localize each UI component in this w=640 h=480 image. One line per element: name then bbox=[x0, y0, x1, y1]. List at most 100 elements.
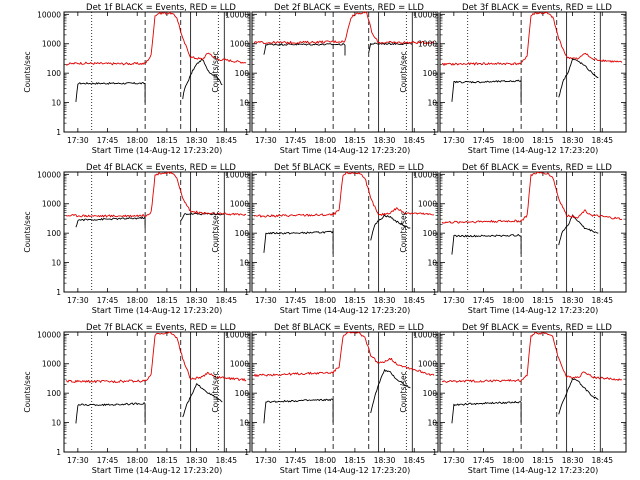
series-lld-line-2 bbox=[65, 171, 247, 218]
y-tick-label: 10 bbox=[51, 419, 61, 428]
series-events-line-0 bbox=[263, 230, 334, 254]
x-axis-label: Start Time (14-Aug-12 17:23:20) bbox=[468, 306, 599, 315]
series-events-line-0 bbox=[75, 82, 146, 103]
plot-frame bbox=[251, 11, 439, 133]
x-tick-label: 18:30 bbox=[186, 136, 208, 145]
y-tick-label: 100 bbox=[235, 69, 250, 78]
plot-frame bbox=[439, 171, 627, 293]
x-tick-label: 17:45 bbox=[97, 296, 119, 305]
y-axis-label: Counts/sec bbox=[399, 51, 408, 92]
x-tick-label: 17:30 bbox=[255, 136, 277, 145]
series-events-line-1 bbox=[558, 377, 599, 415]
x-tick-label: 18:15 bbox=[344, 456, 366, 465]
x-tick-label: 17:45 bbox=[473, 136, 495, 145]
panel-1: Det 1f BLACK = Events, RED = LLD 17:30 17:… bbox=[23, 3, 251, 155]
y-tick-label: 1 bbox=[56, 448, 61, 457]
y-tick-label: 100 bbox=[423, 389, 438, 398]
y-tick-label: 10000 bbox=[413, 170, 437, 179]
x-tick-label: 18:00 bbox=[126, 296, 148, 305]
panel-title: Det 1f BLACK = Events, RED = LLD bbox=[86, 3, 236, 13]
y-tick-label: 1000 bbox=[418, 40, 437, 49]
panel-title: Det 7f BLACK = Events, RED = LLD bbox=[86, 323, 236, 333]
y-tick-label: 100 bbox=[47, 69, 62, 78]
y-tick-label: 10 bbox=[427, 259, 437, 268]
y-tick-label: 1000 bbox=[230, 40, 249, 49]
y-tick-label: 1000 bbox=[230, 200, 249, 209]
x-axis-label: Start Time (14-Aug-12 17:23:20) bbox=[92, 306, 223, 315]
x-axis-label: Start Time (14-Aug-12 17:23:20) bbox=[280, 146, 411, 155]
x-tick-label: 18:15 bbox=[532, 296, 554, 305]
y-axis-label: Counts/sec bbox=[23, 371, 32, 412]
panel-title: Det 8f BLACK = Events, RED = LLD bbox=[274, 323, 424, 333]
series-lld-line-2 bbox=[441, 332, 623, 383]
y-tick-label: 100 bbox=[423, 229, 438, 238]
y-tick-label: 1000 bbox=[42, 40, 61, 49]
series-lld-line-2 bbox=[441, 171, 623, 224]
x-axis-label: Start Time (14-Aug-12 17:23:20) bbox=[92, 146, 223, 155]
y-tick-label: 10000 bbox=[37, 170, 61, 179]
x-tick-label: 18:45 bbox=[403, 456, 425, 465]
x-tick-label: 17:45 bbox=[285, 296, 307, 305]
panel-title: Det 3f BLACK = Events, RED = LLD bbox=[462, 3, 612, 13]
y-tick-label: 1 bbox=[432, 448, 437, 457]
y-tick-label: 10 bbox=[51, 259, 61, 268]
x-tick-label: 17:30 bbox=[67, 456, 89, 465]
x-axis-label: Start Time (14-Aug-12 17:23:20) bbox=[280, 466, 411, 475]
x-tick-label: 18:45 bbox=[403, 136, 425, 145]
y-tick-label: 1 bbox=[244, 128, 249, 137]
y-tick-label: 10 bbox=[239, 419, 249, 428]
x-tick-label: 17:45 bbox=[285, 456, 307, 465]
series-events-line-1 bbox=[182, 383, 223, 418]
x-tick-label: 17:45 bbox=[473, 456, 495, 465]
x-axis-label: Start Time (14-Aug-12 17:23:20) bbox=[468, 146, 599, 155]
x-tick-label: 18:15 bbox=[156, 296, 178, 305]
y-tick-label: 10000 bbox=[413, 330, 437, 339]
x-tick-label: 18:15 bbox=[344, 296, 366, 305]
series-events-line-0 bbox=[451, 79, 522, 103]
y-tick-label: 100 bbox=[235, 389, 250, 398]
x-tick-label: 18:15 bbox=[156, 136, 178, 145]
plot-frame bbox=[63, 11, 251, 133]
y-tick-label: 1000 bbox=[42, 200, 61, 209]
x-tick-label: 18:00 bbox=[502, 456, 524, 465]
x-tick-label: 17:30 bbox=[443, 296, 465, 305]
plot-frame bbox=[251, 331, 439, 453]
panel-title: Det 5f BLACK = Events, RED = LLD bbox=[274, 163, 424, 173]
x-tick-label: 18:30 bbox=[562, 296, 584, 305]
x-tick-label: 18:30 bbox=[562, 456, 584, 465]
series-events-line-0 bbox=[451, 400, 522, 424]
series-lld-line-2 bbox=[65, 11, 247, 66]
x-tick-label: 18:00 bbox=[502, 136, 524, 145]
x-tick-label: 17:30 bbox=[67, 296, 89, 305]
series-lld-line-2 bbox=[253, 331, 435, 377]
y-tick-label: 1 bbox=[56, 128, 61, 137]
series-lld-line-2 bbox=[253, 171, 435, 218]
series-events-line-0 bbox=[75, 216, 146, 228]
y-tick-label: 10000 bbox=[37, 10, 61, 19]
x-tick-label: 18:45 bbox=[591, 136, 613, 145]
series-events-line-1 bbox=[370, 214, 411, 241]
y-tick-label: 10000 bbox=[225, 10, 249, 19]
series-lld-line-2 bbox=[253, 11, 435, 45]
y-tick-label: 10 bbox=[427, 99, 437, 108]
x-tick-label: 18:30 bbox=[374, 296, 396, 305]
panel-7: Det 7f BLACK = Events, RED = LLD 17:30 17:… bbox=[23, 323, 251, 475]
panel-title: Det 4f BLACK = Events, RED = LLD bbox=[86, 163, 236, 173]
y-tick-label: 1 bbox=[432, 128, 437, 137]
x-axis-label: Start Time (14-Aug-12 17:23:20) bbox=[468, 466, 599, 475]
y-tick-label: 100 bbox=[235, 229, 250, 238]
series-events-line-0 bbox=[263, 398, 334, 424]
y-tick-label: 100 bbox=[47, 389, 62, 398]
y-tick-label: 100 bbox=[47, 229, 62, 238]
y-tick-label: 10 bbox=[51, 99, 61, 108]
y-tick-label: 100 bbox=[423, 69, 438, 78]
y-tick-label: 10000 bbox=[225, 170, 249, 179]
series-events-line-1 bbox=[558, 214, 599, 246]
x-tick-label: 18:30 bbox=[374, 136, 396, 145]
x-tick-label: 17:30 bbox=[443, 456, 465, 465]
x-tick-label: 17:45 bbox=[97, 456, 119, 465]
x-tick-label: 17:45 bbox=[97, 136, 119, 145]
y-axis-label: Counts/sec bbox=[23, 211, 32, 252]
x-tick-label: 17:30 bbox=[255, 456, 277, 465]
series-events-line-0 bbox=[75, 402, 146, 424]
